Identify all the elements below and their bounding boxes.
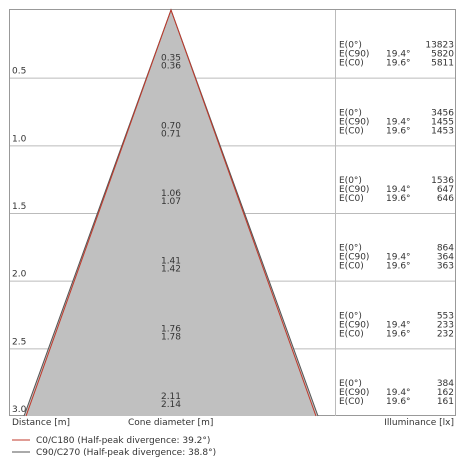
illuminance-row-angle: 19.4° <box>386 253 411 263</box>
illuminance-row-angle: 19.4° <box>386 117 411 127</box>
diameter-labels: 0.350.36 0.700.71 1.061.07 1.411.42 1.761.78… <box>161 54 181 410</box>
diameter-c0-label: 1.76 <box>161 324 181 334</box>
illuminance-row-label: E(0°) <box>339 244 362 254</box>
illuminance-row-label: E(0°) <box>339 176 362 186</box>
diameter-c0-label: 1.06 <box>161 189 181 199</box>
illuminance-row-value: 646 <box>437 194 454 204</box>
legend-label-c90: C90/C270 (Half-peak divergence: 38.8°) <box>36 448 216 458</box>
illuminance-row-value: 647 <box>437 185 454 195</box>
illuminance-row-value: 384 <box>437 379 454 389</box>
illuminance-row-value: 162 <box>437 388 454 398</box>
cone-fill <box>24 10 318 416</box>
illuminance-row-value: 1455 <box>431 117 454 127</box>
illuminance-row-value: 233 <box>437 320 454 330</box>
illuminance-row-angle: 19.4° <box>386 388 411 398</box>
illuminance-row-value: 161 <box>437 397 454 407</box>
diameter-c90-label: 0.71 <box>161 129 181 139</box>
illuminance-row-value: 553 <box>437 311 454 321</box>
diameter-c90-label: 1.78 <box>161 332 181 342</box>
diameter-c90-label: 0.36 <box>161 62 181 72</box>
illuminance-row-label: E(0°) <box>339 379 362 389</box>
diameter-c90-label: 2.14 <box>161 400 181 410</box>
distance-label: 2.0 <box>12 270 27 280</box>
illuminance-row-value: 5811 <box>431 59 454 69</box>
legend-label-c0: C0/C180 (Half-peak divergence: 39.2°) <box>36 436 210 446</box>
distance-label: 0.5 <box>12 67 26 77</box>
diameter-c0-label: 0.70 <box>161 121 181 131</box>
illuminance-row-label: E(C90) <box>339 50 369 60</box>
illuminance-row-value: 1536 <box>431 176 454 186</box>
illuminance-row-label: E(0°) <box>339 41 362 51</box>
illuminance-row-angle: 19.6° <box>386 126 411 136</box>
illuminance-row-label: E(C0) <box>339 397 364 407</box>
illuminance-row-label: E(C0) <box>339 262 364 272</box>
illuminance-row-angle: 19.6° <box>386 262 411 272</box>
illuminance-row-label: E(C90) <box>339 320 369 330</box>
illuminance-axis-label: Illuminance [lx] <box>384 418 454 428</box>
legend: C0/C180 (Half-peak divergence: 39.2°) C9… <box>12 436 216 458</box>
illuminance-row-value: 232 <box>437 329 454 339</box>
distance-label: 1.5 <box>12 202 26 212</box>
light-cone <box>23 8 319 417</box>
distance-label: 2.5 <box>12 337 26 347</box>
illuminance-row-label: E(C0) <box>339 126 364 136</box>
distance-labels: 0.5 1.0 1.5 2.0 2.5 3.0 <box>12 67 27 415</box>
illuminance-row-value: 3456 <box>431 108 454 118</box>
illuminance-row-label: E(C0) <box>339 329 364 339</box>
diameter-c0-label: 1.41 <box>161 257 181 267</box>
illuminance-row-angle: 19.4° <box>386 185 411 195</box>
illuminance-row-label: E(C0) <box>339 59 364 69</box>
illuminance-row-label: E(C90) <box>339 388 369 398</box>
illuminance-row-label: E(C90) <box>339 253 369 263</box>
distance-label: 3.0 <box>12 405 27 415</box>
illuminance-row-value: 363 <box>437 262 454 272</box>
illuminance-row-angle: 19.6° <box>386 329 411 339</box>
diameter-c0-label: 0.35 <box>161 54 181 64</box>
illuminance-row-value: 5820 <box>431 50 454 60</box>
illuminance-row-label: E(0°) <box>339 108 362 118</box>
illuminance-row-label: E(0°) <box>339 311 362 321</box>
illuminance-row-value: 1453 <box>431 126 454 136</box>
cone-axis-label: Cone diameter [m] <box>128 418 213 428</box>
diameter-c0-label: 2.11 <box>161 392 181 402</box>
illuminance-row-label: E(C0) <box>339 194 364 204</box>
illuminance-row-value: 864 <box>437 244 454 254</box>
illuminance-row-angle: 19.4° <box>386 320 411 330</box>
distance-axis-label: Distance [m] <box>12 418 70 428</box>
distance-label: 1.0 <box>12 134 27 144</box>
illuminance-row-angle: 19.6° <box>386 194 411 204</box>
diameter-c90-label: 1.42 <box>161 265 181 275</box>
illuminance-row-value: 364 <box>437 253 454 263</box>
illuminance-row-label: E(C90) <box>339 185 369 195</box>
illuminance-row-angle: 19.6° <box>386 397 411 407</box>
illuminance-row-label: E(C90) <box>339 117 369 127</box>
illuminance-row-angle: 19.6° <box>386 59 411 69</box>
illuminance-row-angle: 19.4° <box>386 50 411 60</box>
cone-outline-c0 <box>25 8 317 417</box>
illuminance-labels: E(0°) 13823 E(C90) 19.4° 5820 E(C0) 19.6° 5811 E… <box>339 41 454 407</box>
illuminance-row-value: 13823 <box>425 41 454 51</box>
diameter-c90-label: 1.07 <box>161 197 181 207</box>
